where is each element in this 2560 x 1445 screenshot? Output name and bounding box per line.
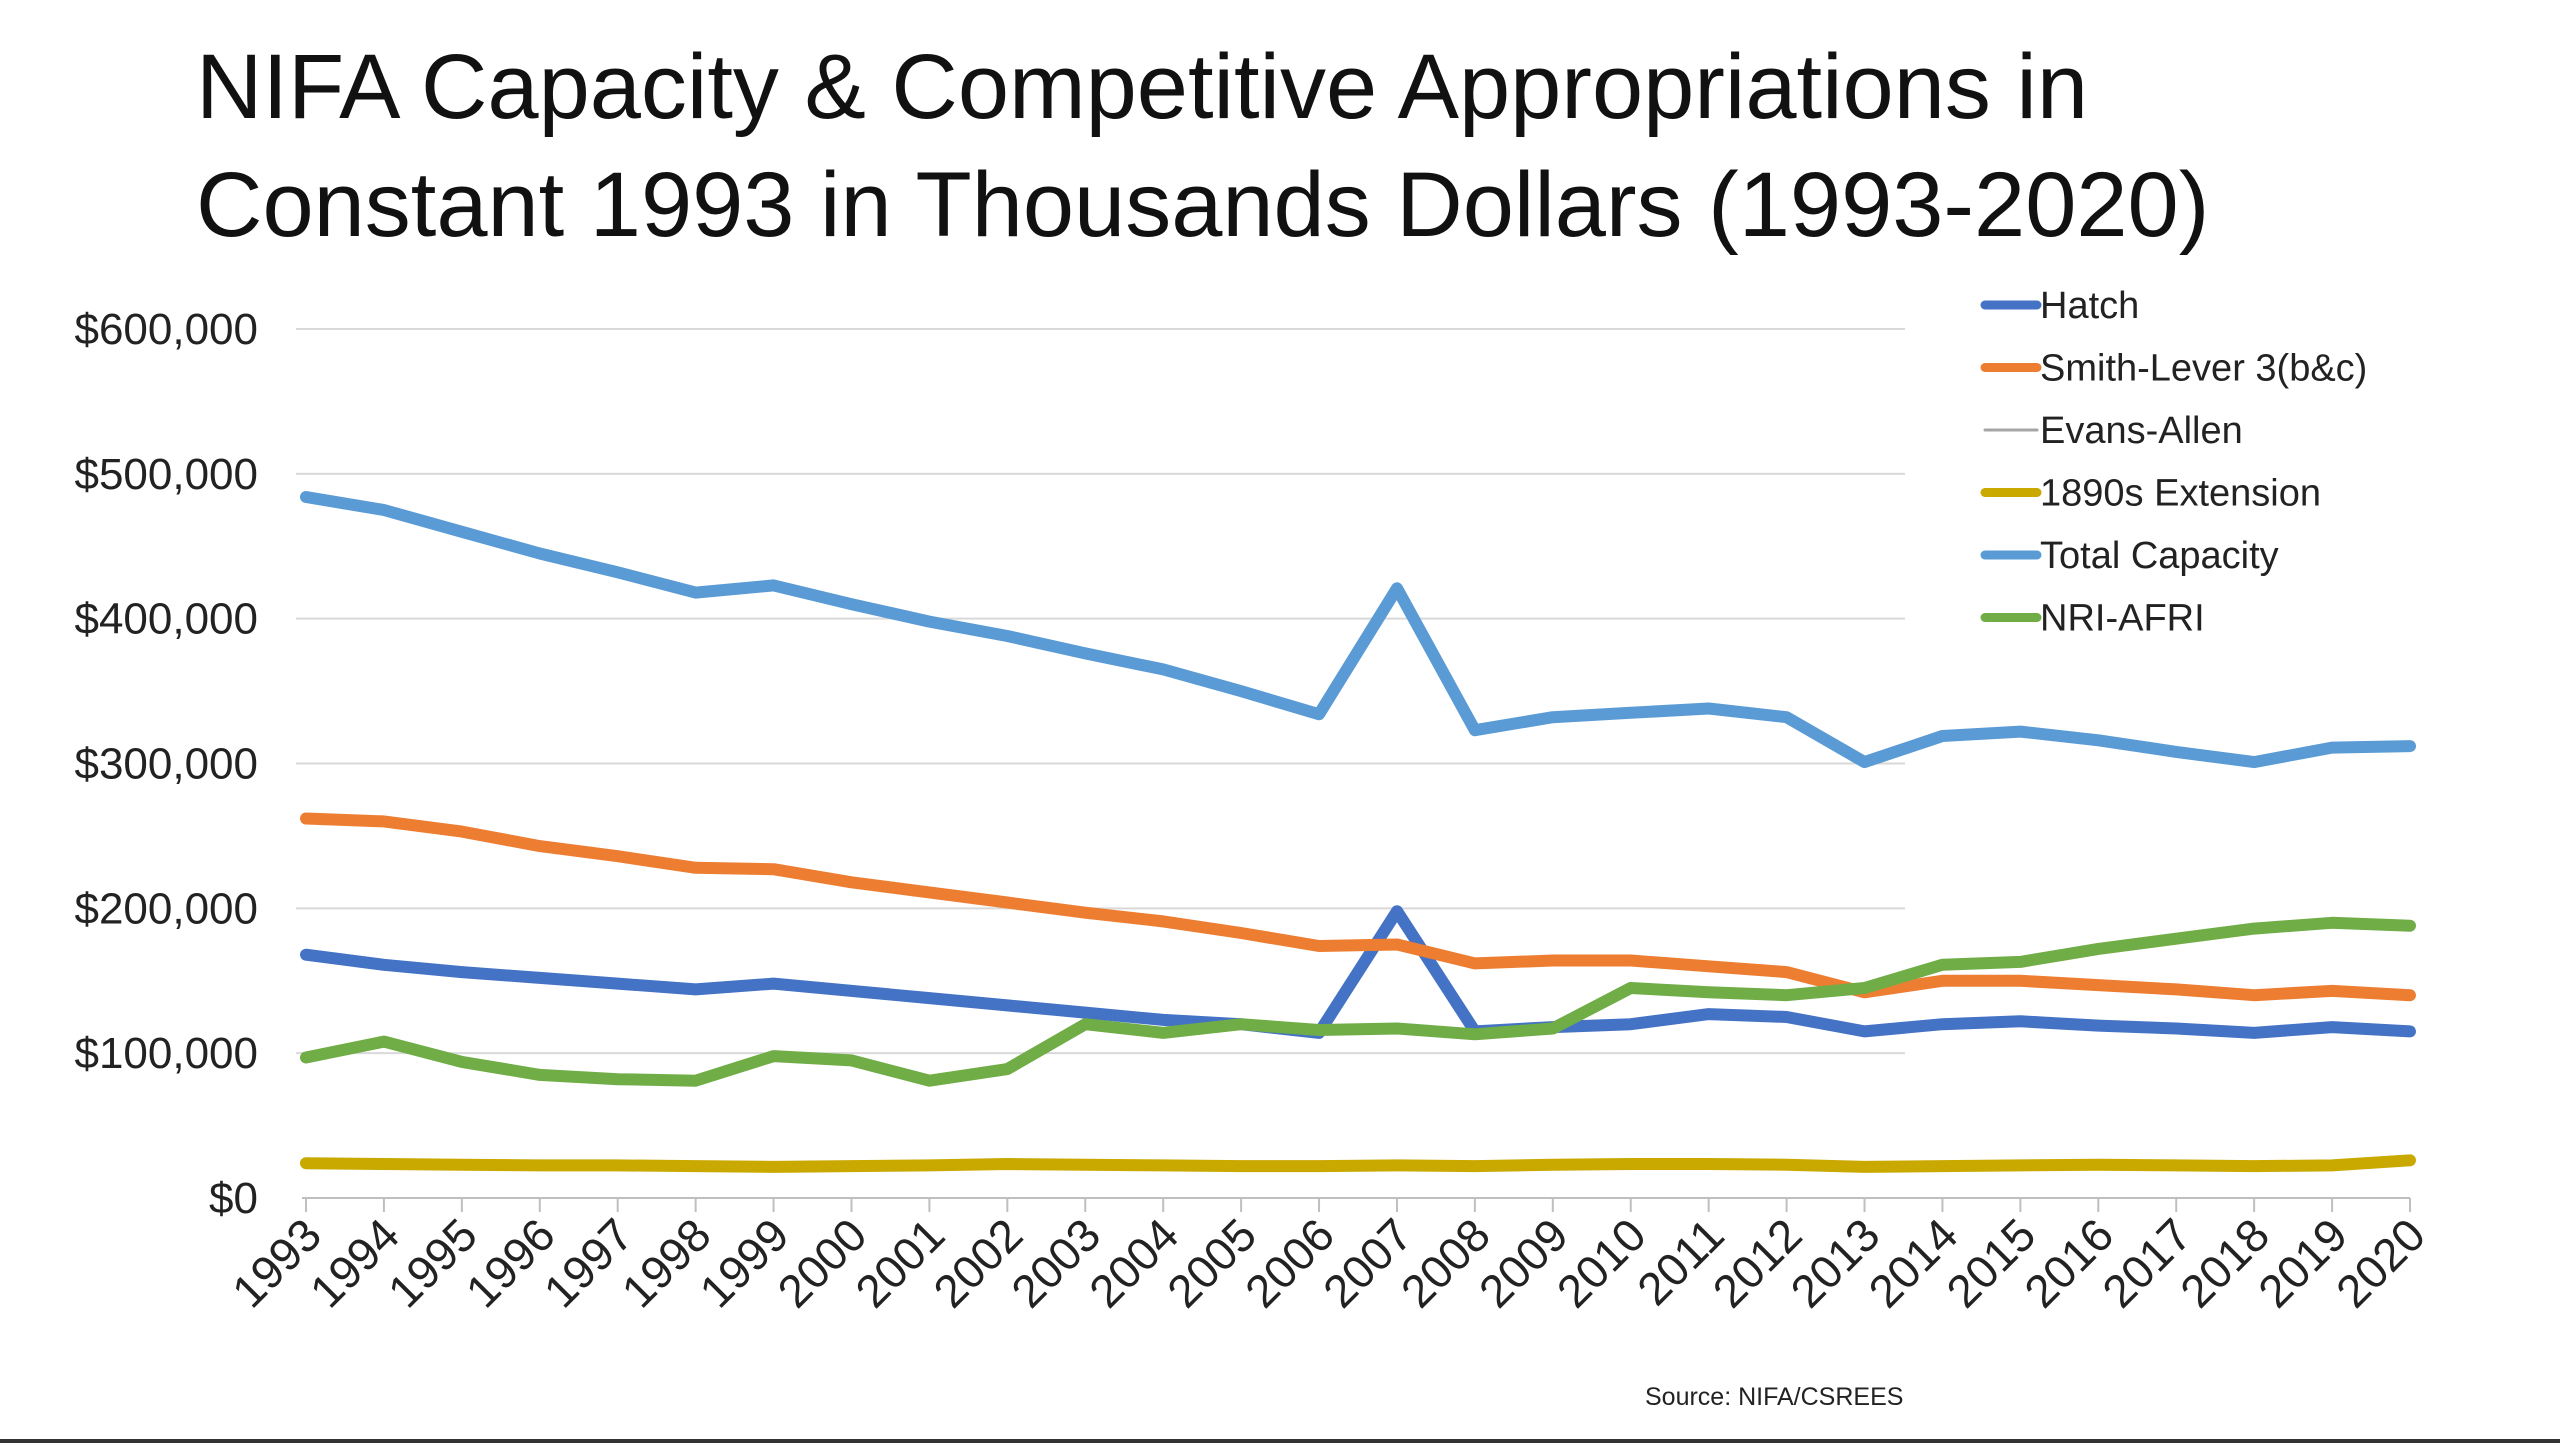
series-lines bbox=[300, 491, 2416, 1173]
legend: Hatch Smith-Lever 3(b&c) Evans-Allen 1890s … bbox=[1980, 285, 2367, 640]
y-tick-label: $100,000 bbox=[74, 1029, 258, 1078]
x-tick-label: 2020 bbox=[2326, 1208, 2435, 1317]
gridlines bbox=[296, 328, 1905, 1055]
x-tick-label: 1999 bbox=[689, 1208, 798, 1317]
x-tick-label: 2015 bbox=[1936, 1208, 2045, 1317]
x-tick-label: 1993 bbox=[222, 1208, 331, 1317]
x-tick-label: 1997 bbox=[534, 1208, 643, 1317]
x-tick-label: 2011 bbox=[1627, 1208, 1734, 1315]
y-axis-tick-labels: $0 $100,000 $200,000 $300,000 $400,000 $500,0… bbox=[74, 305, 258, 1223]
x-tick-label: 2008 bbox=[1391, 1208, 1500, 1317]
x-tick-label: 2002 bbox=[923, 1208, 1032, 1317]
y-tick-label: $200,000 bbox=[74, 884, 258, 933]
x-tick-label: 2009 bbox=[1469, 1208, 1578, 1317]
chart-title-line-2: Constant 1993 in Thousands Dollars (1993… bbox=[196, 154, 2209, 256]
series-line-hatch bbox=[300, 905, 2416, 1039]
x-tick-label: 2012 bbox=[1703, 1208, 1812, 1317]
y-tick-label: $500,000 bbox=[74, 450, 258, 499]
x-tick-label: 1996 bbox=[456, 1208, 565, 1317]
series-line-1890s-extension bbox=[300, 1154, 2416, 1173]
legend-label-hatch: Hatch bbox=[2040, 285, 2139, 327]
chart-title-line-1: NIFA Capacity & Competitive Appropriatio… bbox=[196, 36, 2088, 138]
x-tick-label: 2007 bbox=[1313, 1208, 1422, 1317]
y-tick-label: $0 bbox=[209, 1174, 258, 1223]
x-tick-label: 2019 bbox=[2248, 1208, 2357, 1317]
series-line-total-capacity bbox=[300, 491, 2416, 769]
x-tick-label: 2003 bbox=[1001, 1208, 1110, 1317]
x-tick-label: 2016 bbox=[2014, 1208, 2123, 1317]
x-tick-label: 2013 bbox=[1780, 1208, 1889, 1317]
legend-label-smith-lever-3-b-c: Smith-Lever 3(b&c) bbox=[2040, 348, 2367, 390]
y-tick-label: $600,000 bbox=[74, 305, 258, 354]
x-tick-label: 2017 bbox=[2092, 1208, 2201, 1317]
series-line-smith-lever-3-b-c bbox=[300, 812, 2416, 1002]
x-tick-label: 2010 bbox=[1547, 1208, 1656, 1317]
x-tick-label: 1994 bbox=[300, 1208, 409, 1317]
legend-label-nri-afri: NRI-AFRI bbox=[2040, 598, 2205, 640]
chart-title: NIFA Capacity & Competitive Appropriatio… bbox=[196, 36, 2209, 256]
x-tick-label: 2000 bbox=[767, 1208, 876, 1317]
x-tick-label: 2006 bbox=[1235, 1208, 1344, 1317]
legend-label-1890s-extension: 1890s Extension bbox=[2040, 473, 2321, 515]
x-tick-label: 2001 bbox=[845, 1208, 954, 1317]
x-tick-label: 2018 bbox=[2170, 1208, 2279, 1317]
x-tick-label: 2005 bbox=[1157, 1208, 1266, 1317]
x-tick-label: 2014 bbox=[1858, 1208, 1967, 1317]
y-tick-label: $400,000 bbox=[74, 595, 258, 644]
x-tick-label: 2004 bbox=[1079, 1208, 1188, 1317]
axes bbox=[302, 1197, 2411, 1212]
legend-label-total-capacity: Total Capacity bbox=[2040, 535, 2279, 577]
series-line-nri-afri bbox=[300, 916, 2416, 1087]
x-tick-label: 1995 bbox=[378, 1208, 487, 1317]
source-note: Source: NIFA/CSREES bbox=[1645, 1383, 1903, 1411]
x-axis-tick-labels: 1993199419951996199719981999200020012002… bbox=[222, 1208, 2435, 1317]
x-tick-label: 1998 bbox=[612, 1208, 721, 1317]
legend-label-evans-allen: Evans-Allen bbox=[2040, 410, 2243, 452]
y-tick-label: $300,000 bbox=[74, 740, 258, 789]
